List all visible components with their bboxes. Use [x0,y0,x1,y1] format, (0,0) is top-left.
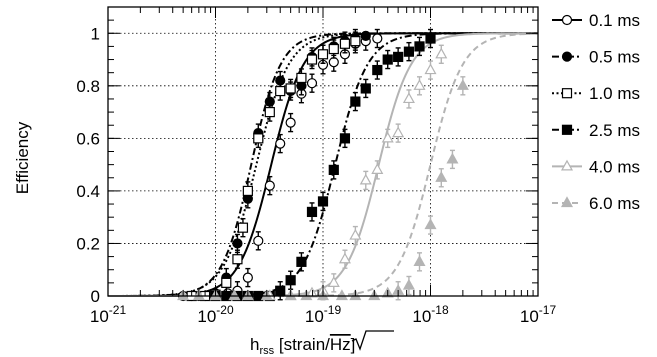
data-point [350,36,361,47]
x-axis-label-main: h [250,335,259,354]
legend-marker [560,159,574,171]
data-point [253,133,264,144]
legend-label: 0.1 ms [589,11,640,30]
y-tick-label: 1 [91,24,100,43]
data-point [393,51,404,63]
legend-marker [561,14,573,26]
x-tick-label: 10-18 [412,303,449,326]
data-point [372,64,383,76]
data-point [381,131,394,143]
data-point [435,47,448,59]
data-point [414,41,425,52]
legend-label: 0.5 ms [589,48,640,67]
data-point [402,278,415,290]
data-point [424,218,437,230]
data-point [275,138,286,149]
y-tick-label: 0.6 [76,129,100,148]
data-point [435,171,448,182]
x-tick-label: 10-19 [305,303,342,326]
x-axis-label-pre: [strain/ [274,335,330,354]
data-point [371,163,384,174]
data-point [328,57,339,68]
data-point [253,235,264,246]
data-point [359,173,372,185]
data-point [242,185,253,197]
y-tick-label: 0 [91,287,100,306]
legend-label: 2.5 ms [589,121,640,140]
data-point [228,289,241,301]
data-point [264,180,275,191]
data-point [275,85,286,97]
x-axis-label-post: ] [351,335,356,354]
data-point [306,54,318,65]
legend: 0.1 ms 0.5 ms 1.0 ms 2.5 ms 4.0 ms 6.0 ms [552,11,640,213]
data-point [413,79,426,90]
data-point [327,276,340,287]
x-axis-label: hrss [strain/Hz] [250,335,355,357]
sqrt-sign [351,330,394,351]
x-axis-label-sqrt: Hz [330,335,351,354]
legend-marker [561,88,573,99]
y-tick-label: 0.8 [76,77,100,96]
data-point [306,206,318,218]
data-point [232,238,243,249]
data-point [350,96,361,107]
y-tick-label: 0.2 [76,234,100,253]
data-point [221,277,232,288]
data-point [339,38,351,49]
legend-label: 6.0 ms [589,194,640,213]
data-point [456,79,469,90]
data-point [296,256,307,267]
data-point [338,252,351,264]
y-tick-label: 0.4 [76,182,100,201]
data-point [305,286,319,298]
data-point [317,49,329,60]
data-point [335,289,348,301]
data-point [285,83,296,94]
data-point [296,72,307,84]
legend-marker [561,124,573,135]
data-point [285,117,296,128]
legend-label: 1.0 ms [589,84,640,103]
data-point [328,43,339,55]
legend-marker [560,196,574,208]
data-point [360,83,371,94]
data-point [317,196,329,207]
legend-label: 4.0 ms [589,157,640,176]
data-point [446,152,459,164]
data-point [425,33,436,44]
data-point [413,255,426,266]
data-point [285,275,296,286]
x-tick-label: 10-20 [197,303,234,326]
data-point [306,78,318,89]
data-point [264,106,275,118]
data-point [382,54,393,65]
x-axis-label-sub: rss [259,345,274,357]
legend-marker [561,51,573,62]
y-axis-label: Efficiency [13,121,32,194]
data-point [232,254,243,265]
data-point [242,272,253,283]
data-point [360,30,371,42]
data-point [402,92,415,104]
x-ticks: 10-21 10-20 10-19 10-18 10-17 [90,7,557,326]
data-point [349,228,362,240]
data-point [339,133,351,144]
data-point [237,222,249,233]
y-ticks: 0 0.2 0.4 0.6 0.8 1 [76,19,538,306]
data-point [403,46,415,57]
x-tick-label: 10-17 [520,303,557,326]
data-point [424,63,437,75]
data-point [328,164,339,175]
data-point [392,126,405,138]
data-point [372,33,383,44]
x-tick-label: 10-21 [90,303,127,326]
